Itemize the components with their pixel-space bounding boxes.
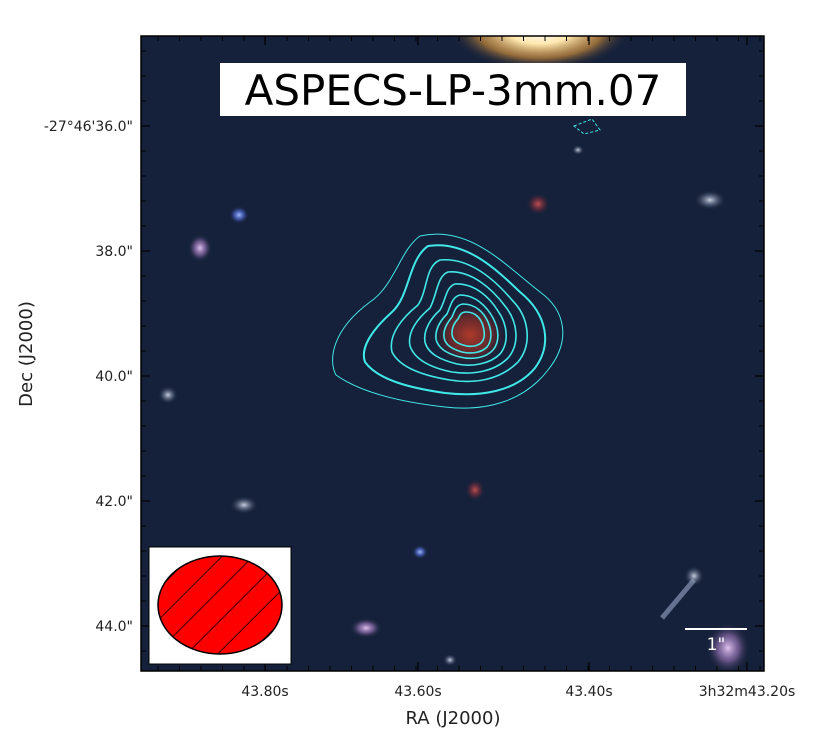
- contour-set: [332, 118, 601, 409]
- scale-bar-label: 1": [707, 635, 726, 655]
- title-box: [220, 63, 686, 116]
- galaxy-red-2: [465, 479, 485, 501]
- x-tick-label: 43.60s: [394, 684, 441, 700]
- y-tick-label: 40.0": [95, 369, 133, 385]
- galaxy-grey-4: [684, 566, 704, 586]
- beam-ellipse: [157, 555, 283, 655]
- contour-level-8: [451, 311, 486, 348]
- x-axis-label: RA (J2000): [406, 708, 501, 729]
- galaxy-grey-5: [572, 145, 584, 155]
- y-tick-label: 38.0": [95, 244, 133, 260]
- plot-frame: [140, 35, 765, 672]
- galaxy-blue-2: [412, 545, 428, 559]
- x-tick-label: 43.80s: [241, 684, 288, 700]
- x-tick-label: 3h32m43.20s: [699, 684, 796, 700]
- plot-title: ASPECS-LP-3mm.07: [245, 66, 662, 115]
- galaxy-grey-6: [443, 654, 457, 666]
- galaxy-pink-3: [706, 622, 750, 671]
- y-tick-label: 44.0": [95, 619, 133, 635]
- galaxy-pink-2: [350, 618, 382, 638]
- contour-level-5: [423, 283, 507, 366]
- y-tick-label: -27°46'36.0": [44, 119, 133, 135]
- galaxy-grey-1: [694, 190, 726, 210]
- contour-level-1: [332, 233, 564, 409]
- contour-level-1b: [573, 118, 601, 135]
- contour-level-6: [435, 294, 499, 360]
- y-tick-label: 42.0": [95, 494, 133, 510]
- axis-minor-ticks: [141, 36, 764, 671]
- contour-level-7: [443, 303, 492, 354]
- galaxy-grey-3: [230, 496, 258, 514]
- galaxy-streak: [660, 578, 696, 620]
- galaxy-pink-1: [188, 234, 212, 262]
- contour-level-3: [390, 259, 528, 383]
- y-axis-label: Dec (J2000): [16, 301, 37, 407]
- galaxy-grey-2: [158, 386, 178, 404]
- galaxy-blue-1: [229, 206, 249, 224]
- galaxy-red-1: [526, 193, 550, 215]
- contour-level-4: [408, 271, 517, 374]
- bright-star-top: [451, 36, 629, 70]
- contour-level-2: [362, 244, 547, 396]
- x-tick-label: 43.40s: [565, 684, 612, 700]
